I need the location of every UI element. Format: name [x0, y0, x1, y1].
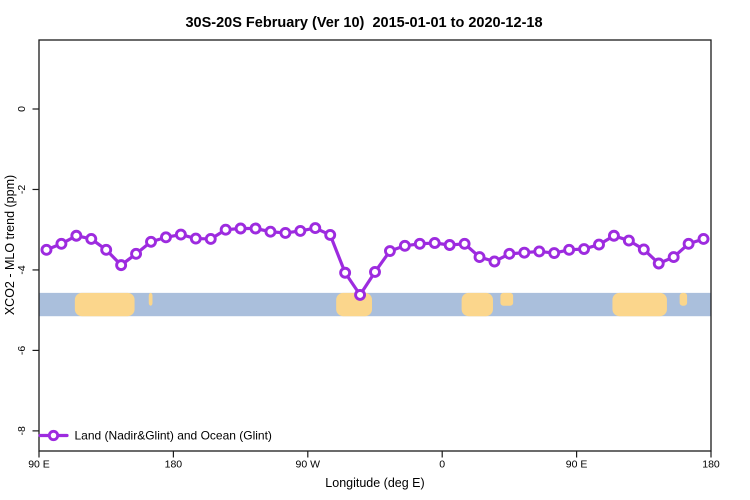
data-point-marker: [130, 247, 143, 260]
land-patch: [461, 292, 493, 317]
x-tick-label: 180: [165, 459, 183, 471]
data-point-marker: [279, 226, 292, 239]
data-point-marker: [204, 233, 217, 245]
data-point-marker: [70, 229, 83, 242]
data-point-marker: [503, 247, 516, 260]
data-point-marker: [428, 237, 441, 249]
y-tick-label: -6: [16, 346, 28, 355]
data-point-marker: [145, 235, 157, 248]
data-point-marker: [682, 237, 695, 250]
data-point-marker: [652, 257, 665, 270]
data-point-marker: [488, 255, 501, 268]
land-patch: [500, 292, 514, 306]
land-patch: [336, 292, 373, 317]
data-point-marker: [369, 266, 381, 278]
plot-border: [38, 39, 712, 452]
data-point-marker: [264, 225, 277, 238]
data-point-marker: [473, 251, 486, 264]
data-point-marker: [219, 223, 232, 236]
data-point-marker: [115, 259, 128, 272]
land-patch: [679, 292, 688, 306]
x-tick-label: 180: [702, 459, 720, 471]
data-point-marker: [100, 243, 113, 256]
axes: 90 E 180 90 W 0 90 E 180 0 -2 -4 -6 -8: [16, 39, 720, 471]
data-point-marker: [518, 246, 531, 259]
y-tick-label: -8: [16, 426, 28, 435]
data-point-marker: [354, 288, 367, 301]
x-tick-label: 0: [439, 459, 445, 471]
data-point-marker: [383, 245, 396, 257]
legend: Land (Nadir&Glint) and Ocean (Glint): [38, 429, 272, 443]
data-point-marker: [40, 243, 53, 256]
ocean-strip: [39, 292, 711, 317]
data-point-marker: [593, 238, 605, 251]
data-point-marker: [578, 243, 591, 255]
legend-series-marker-icon: [38, 429, 69, 442]
data-point-marker: [607, 229, 620, 242]
data-point-marker: [324, 228, 337, 241]
x-tick-label: 90 E: [566, 459, 588, 471]
data-point-marker: [637, 243, 650, 256]
data-point-marker: [413, 237, 426, 250]
data-point-marker: [249, 222, 262, 235]
land-patch: [612, 292, 667, 317]
data-series: [40, 222, 710, 301]
chart-title: 30S-20S February (Ver 10) 2015-01-01 to …: [185, 15, 542, 31]
legend-circle-icon: [47, 429, 60, 442]
y-axis-title: XCO2 - MLO trend (ppm): [3, 175, 17, 315]
data-point-marker: [309, 222, 322, 235]
land-patch: [74, 292, 135, 317]
x-tick-label: 90 W: [296, 459, 321, 471]
land-patch: [148, 292, 153, 306]
data-point-marker: [458, 237, 471, 250]
y-tick-label: 0: [16, 106, 28, 112]
y-tick-label: -4: [16, 265, 28, 274]
data-point-marker: [159, 231, 172, 244]
data-point-marker: [548, 247, 561, 259]
land-ocean-band: [39, 292, 711, 317]
x-tick-label: 90 E: [28, 459, 50, 471]
data-point-marker: [533, 245, 546, 258]
legend-label: Land (Nadir&Glint) and Ocean (Glint): [75, 429, 272, 443]
data-point-marker: [622, 234, 635, 247]
data-point-marker: [174, 228, 187, 241]
data-point-marker: [55, 237, 68, 250]
data-point-marker: [189, 232, 202, 245]
data-point-marker: [339, 266, 352, 279]
x-axis-title: Longitude (deg E): [325, 476, 424, 490]
data-point-marker: [398, 239, 411, 252]
data-point-marker: [85, 233, 98, 245]
series-line: [44, 226, 706, 297]
data-point-marker: [563, 243, 576, 256]
data-point-marker: [234, 222, 247, 235]
data-point-marker: [443, 239, 456, 251]
data-point-marker: [697, 233, 710, 245]
data-point-marker: [294, 224, 307, 237]
data-point-marker: [667, 251, 680, 264]
y-tick-label: -2: [16, 185, 28, 194]
